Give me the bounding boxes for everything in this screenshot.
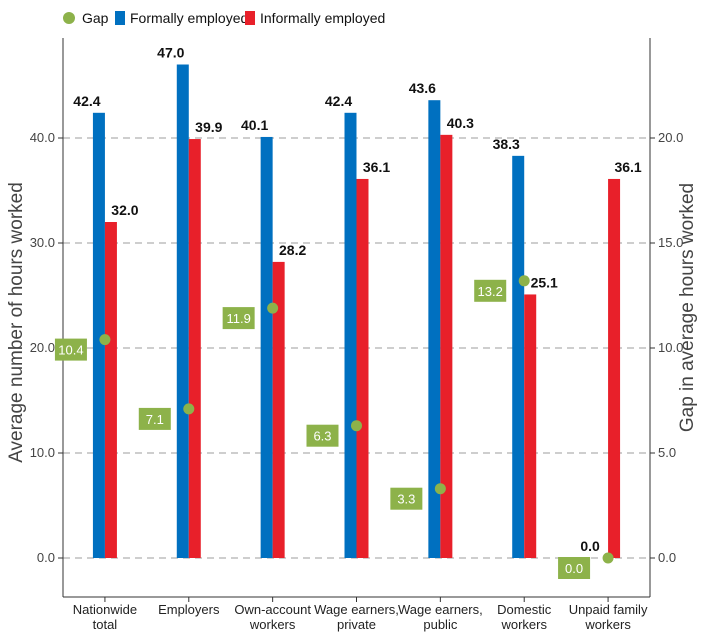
gap-label-box (54, 338, 87, 361)
gap-point (183, 403, 195, 415)
gap-point (267, 302, 279, 314)
x-tick-label: Domestic (497, 602, 552, 617)
left-tick-label: 30.0 (30, 235, 55, 250)
category-group: Employers 47.0 39.9 7.1 (138, 45, 223, 617)
gap-point (99, 334, 111, 346)
data-label-formally-employed: 47.0 (157, 45, 184, 61)
y-axis-title: Average number of hours worked (6, 182, 27, 463)
data-label-formally-employed: 42.4 (73, 93, 100, 109)
x-tick-label: Nationwide (73, 602, 137, 617)
x-tick-label: Employers (158, 602, 220, 617)
bar-informally-employed (104, 222, 117, 558)
gap-point (434, 483, 446, 495)
data-label-informally-employed: 40.3 (447, 115, 474, 131)
left-tick-label: 20.0 (30, 340, 55, 355)
data-label-formally-employed: 42.4 (325, 93, 352, 109)
gap-label: 7.1 (146, 412, 164, 427)
right-tick-label: 0.0 (658, 550, 676, 565)
right-tick-label: 15.0 (658, 235, 683, 250)
gap-label-box (138, 407, 171, 430)
x-tick-label: workers (500, 617, 547, 632)
right-tick-label: 20.0 (658, 130, 683, 145)
x-tick-label: workers (584, 617, 631, 632)
data-label-informally-employed: 32.0 (111, 202, 138, 218)
gap-label: 11.9 (226, 311, 250, 326)
bar-informally-employed (356, 178, 369, 558)
x-tick-label: private (337, 617, 376, 632)
data-label-informally-employed: 39.9 (195, 119, 222, 135)
x-tick-label: Wage earners, (398, 602, 483, 617)
legend-swatch-informally-employed (245, 11, 255, 25)
right-tick-label: 10.0 (658, 340, 683, 355)
category-group: Wage earners,public 43.6 40.3 3.3 (390, 80, 483, 632)
gap-label-box (222, 307, 255, 330)
data-label-informally-employed: 36.1 (363, 159, 390, 175)
bar-formally-employed (512, 155, 525, 558)
gap-label-box (474, 279, 507, 302)
legend-label-formally-employed: Formally employed (130, 10, 248, 26)
bar-informally-employed (608, 178, 621, 558)
x-tick-label: public (423, 617, 457, 632)
right-tick-label: 5.0 (658, 445, 676, 460)
bar-formally-employed (176, 64, 189, 558)
legend-swatch-formally-employed (115, 11, 125, 25)
gap-label: 3.3 (397, 492, 415, 507)
gap-label-box (558, 557, 591, 579)
bar-formally-employed (92, 112, 105, 559)
x-tick-label: workers (249, 617, 296, 632)
data-label-formally-employed: 40.1 (241, 117, 268, 133)
bar-informally-employed (272, 261, 285, 558)
gap-label-box (306, 424, 339, 447)
gap-label-box (390, 487, 423, 510)
legend-label-gap: Gap (82, 10, 109, 26)
gap-label: 10.4 (58, 343, 83, 358)
bar-formally-employed (344, 112, 357, 559)
data-label-informally-employed: 36.1 (614, 159, 641, 175)
x-tick-label: total (93, 617, 118, 632)
left-tick-label: 10.0 (30, 445, 55, 460)
category-group: Wage earners,private 42.4 36.1 6.3 (306, 93, 399, 632)
bar-formally-employed (428, 100, 441, 558)
bar-formally-employed (260, 136, 273, 558)
gap-point (602, 552, 614, 564)
bar-informally-employed (188, 139, 201, 559)
x-tick-label: Own-account (234, 602, 311, 617)
gap-point (518, 275, 530, 287)
data-label-informally-employed: 28.2 (279, 242, 306, 258)
gap-label: 13.2 (478, 284, 503, 299)
gap-label: 6.3 (313, 429, 331, 444)
x-tick-label: Unpaid family (569, 602, 648, 617)
x-tick-label: Wage earners, (314, 602, 399, 617)
bar-informally-employed (440, 134, 453, 558)
y2-axis-title: Gap in average hours worked (677, 183, 698, 432)
bar-informally-employed (524, 294, 537, 558)
data-label-formally-employed: 0.0 (580, 538, 600, 554)
data-label-informally-employed: 25.1 (531, 274, 558, 290)
legend-swatch-gap (63, 12, 75, 24)
left-tick-label: 0.0 (37, 550, 55, 565)
left-tick-label: 40.0 (30, 130, 55, 145)
legend: Gap Formally employed Informally employed (63, 10, 385, 26)
gap-point (351, 420, 362, 432)
data-label-formally-employed: 38.3 (493, 136, 520, 152)
gap-label: 0.0 (565, 561, 583, 576)
legend-label-informally-employed: Informally employed (260, 10, 385, 26)
data-label-formally-employed: 43.6 (409, 80, 436, 96)
